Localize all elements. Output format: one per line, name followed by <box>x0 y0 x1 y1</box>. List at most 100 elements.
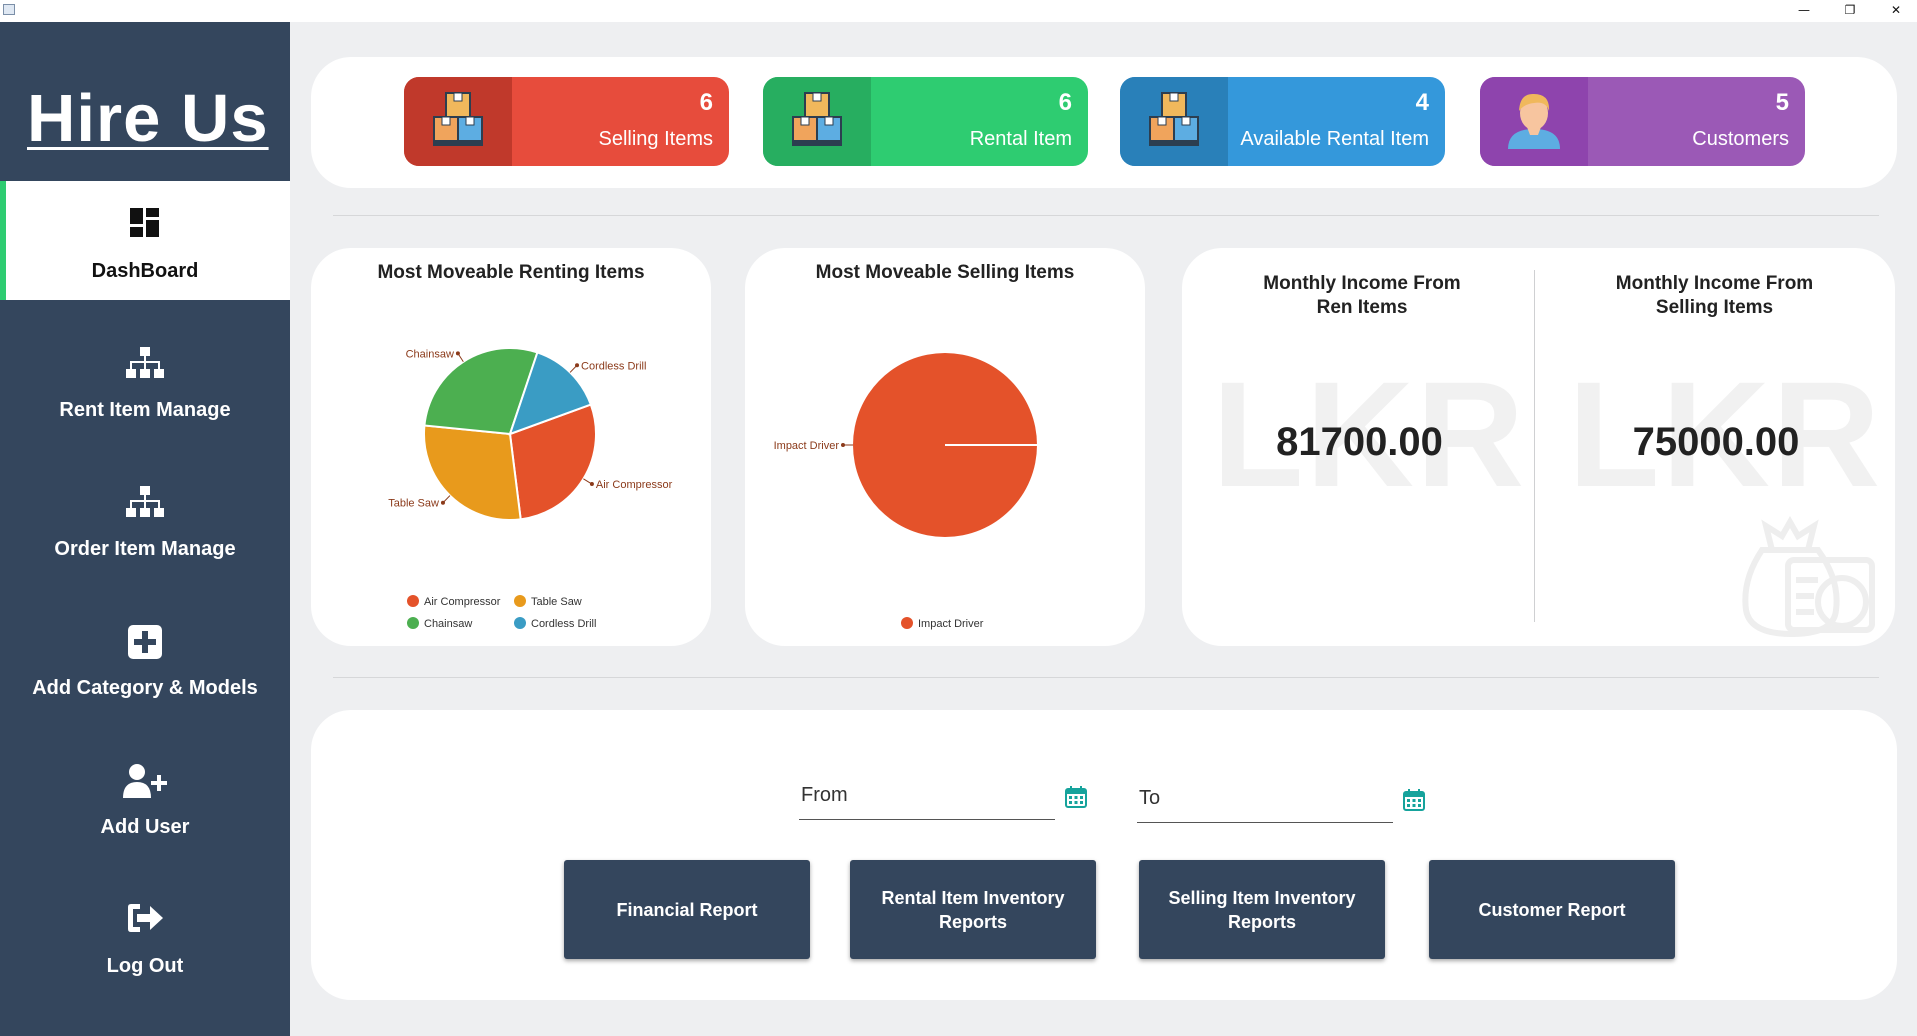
pie-leader-dot <box>575 363 580 368</box>
button-label-line2: Reports <box>938 911 1007 932</box>
rent-income-title-line2: Ren Items <box>1316 297 1408 318</box>
sidebar-item-label: Add Category & Models <box>32 677 258 699</box>
lkr-watermark: LKR <box>1212 350 1527 518</box>
sidebar: Hire Us DashBoard Rent Item Manage <box>0 22 290 1036</box>
selling-items-chart-card: Most Moveable Selling Items Impact Drive… <box>745 248 1145 646</box>
to-date-label: To <box>1139 787 1161 809</box>
button-label-line1: Selling Item Inventory <box>1168 887 1356 908</box>
pie-leader-dot <box>455 351 460 356</box>
legend-swatch <box>407 595 419 607</box>
stat-label: Customers <box>1692 128 1789 150</box>
stat-card-icon-area <box>1480 77 1588 166</box>
minimize-button[interactable]: — <box>1798 3 1810 17</box>
stat-card-icon-area <box>763 77 871 166</box>
sell-income-title-line2: Selling Items <box>1655 297 1774 318</box>
stat-value: 4 <box>1415 89 1429 116</box>
stat-card-customers[interactable]: 5 Customers <box>1480 77 1805 166</box>
legend-label: Table Saw <box>531 596 582 608</box>
sidebar-item-add-category-models[interactable]: Add Category & Models <box>0 598 290 717</box>
button-label-line1: Rental Item Inventory <box>881 887 1065 908</box>
stat-label: Selling Items <box>598 128 714 150</box>
sign-out-icon <box>128 904 163 932</box>
app-icon <box>3 4 15 15</box>
stat-card-selling-items[interactable]: 6 Selling Items <box>404 77 729 166</box>
logo-area: Hire Us <box>0 22 290 181</box>
sidebar-item-rent-item-manage[interactable]: Rent Item Manage <box>0 320 290 439</box>
sidebar-item-label: Rent Item Manage <box>59 399 231 421</box>
legend-swatch <box>901 617 913 629</box>
rent-income-title: Monthly Income From Ren Items <box>1182 272 1542 320</box>
stat-value: 5 <box>1775 89 1789 116</box>
rent-income-title-line1: Monthly Income From <box>1263 273 1461 294</box>
legend-swatch <box>407 617 419 629</box>
stat-value: 6 <box>699 89 713 116</box>
legend-label: Cordless Drill <box>531 618 596 630</box>
customer-avatar-icon <box>1508 93 1560 149</box>
legend-label: Chainsaw <box>424 618 472 630</box>
customer-report-button[interactable]: Customer Report <box>1429 860 1675 959</box>
renting-items-pie-chart: Air Compressor Table Saw Chainsaw Cordless … <box>388 347 673 630</box>
calendar-icon[interactable] <box>1403 789 1425 811</box>
calendar-icon[interactable] <box>1065 786 1087 808</box>
selling-item-inventory-reports-button[interactable]: Selling Item Inventory Reports <box>1139 860 1385 959</box>
stat-label: Available Rental Item <box>1240 128 1429 150</box>
pie-leader-dot <box>589 482 594 487</box>
sidebar-item-label: Add User <box>100 816 190 838</box>
user-plus-icon <box>123 764 167 798</box>
button-label-line2: Reports <box>1227 911 1296 932</box>
boxes-icon <box>433 92 483 146</box>
pie-slice-label: Chainsaw <box>406 348 454 360</box>
pie-slice-label: Table Saw <box>388 498 439 510</box>
stat-card-icon-area <box>1120 77 1228 166</box>
from-date-label: From <box>801 784 848 806</box>
rent-income-value: 81700.00 <box>1276 420 1443 464</box>
sidebar-item-label: DashBoard <box>91 260 199 282</box>
legend-swatch <box>514 617 526 629</box>
pie-slice-label: Impact Driver <box>774 440 840 452</box>
sidebar-item-add-user[interactable]: Add User <box>0 737 290 856</box>
sitemap-icon <box>126 486 164 517</box>
stat-label: Rental Item <box>969 128 1072 150</box>
sidebar-item-dashboard[interactable]: DashBoard <box>0 181 290 300</box>
boxes-icon <box>1149 92 1199 146</box>
stat-card-available-rental-item[interactable]: 4 Available Rental Item <box>1120 77 1445 166</box>
app-logo: Hire Us <box>27 81 269 156</box>
stat-value: 6 <box>1058 89 1072 116</box>
income-divider <box>1534 270 1535 622</box>
dashboard-icon <box>130 208 159 237</box>
sitemap-icon <box>126 347 164 378</box>
button-label: Financial Report <box>616 899 758 920</box>
legend-label: Impact Driver <box>918 618 984 630</box>
boxes-icon <box>792 92 842 146</box>
sell-income-value: 75000.00 <box>1632 420 1800 464</box>
financial-report-button[interactable]: Financial Report <box>564 860 810 959</box>
stat-card-icon-area <box>404 77 512 166</box>
monthly-income-card: LKR LKR Monthly Income From Ren Items 81… <box>1182 248 1895 646</box>
sidebar-item-label: Order Item Manage <box>54 538 236 560</box>
close-button[interactable]: ✕ <box>1890 3 1902 17</box>
button-label: Selling Item Inventory Reports <box>1168 886 1355 934</box>
sell-income-title: Monthly Income From Selling Items <box>1537 272 1892 320</box>
chart-title: Most Moveable Renting Items <box>377 262 645 283</box>
divider <box>333 215 1879 216</box>
legend-label: Air Compressor <box>424 596 501 608</box>
divider <box>333 677 1879 678</box>
pie-slice-label: Cordless Drill <box>581 360 646 372</box>
from-date-picker[interactable]: From <box>799 774 1087 820</box>
pie-slice-label: Air Compressor <box>596 479 673 491</box>
stat-card-rental-item[interactable]: 6 Rental Item <box>763 77 1088 166</box>
pie-leader-dot <box>440 500 445 505</box>
button-label: Customer Report <box>1478 899 1626 920</box>
sidebar-item-order-item-manage[interactable]: Order Item Manage <box>0 459 290 578</box>
rental-item-inventory-reports-button[interactable]: Rental Item Inventory Reports <box>850 860 1096 959</box>
button-label: Rental Item Inventory Reports <box>881 886 1064 934</box>
to-date-picker[interactable]: To <box>1137 777 1425 823</box>
renting-items-chart-card: Most Moveable Renting Items Air Compress… <box>311 248 711 646</box>
sidebar-item-log-out[interactable]: Log Out <box>0 876 290 995</box>
legend-swatch <box>514 595 526 607</box>
pie-leader-dot <box>841 443 845 447</box>
chart-title: Most Moveable Selling Items <box>815 262 1075 283</box>
sidebar-item-label: Log Out <box>106 955 184 977</box>
selling-items-pie-chart: Impact Driver Impact Driver <box>774 353 1037 630</box>
restore-button[interactable]: ❐ <box>1844 3 1856 17</box>
